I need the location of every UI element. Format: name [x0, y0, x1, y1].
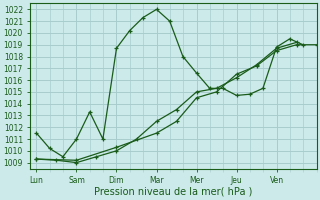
X-axis label: Pression niveau de la mer( hPa ): Pression niveau de la mer( hPa ) [94, 187, 253, 197]
